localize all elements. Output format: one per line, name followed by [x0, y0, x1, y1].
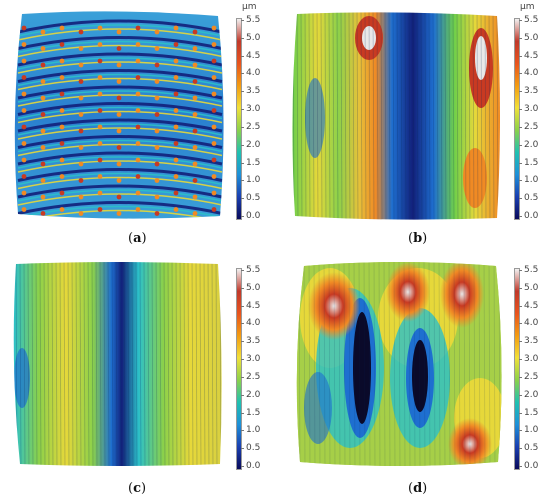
colorbar-tick-label: 2.0	[518, 139, 539, 150]
colorbar-d: µm 5.55.04.54.03.53.02.52.01.51.00.50.0	[514, 266, 538, 471]
scallop-pattern-a	[17, 19, 223, 219]
colorbar-tick-label: 2.5	[240, 121, 261, 132]
colorbar-tick-label: 0.0	[240, 461, 261, 471]
surface-image-c	[13, 262, 222, 466]
caption-a: (a)	[128, 231, 147, 246]
colorbar-tick-label: 3.5	[240, 86, 261, 97]
colorbar-tick-label: 1.5	[518, 157, 539, 168]
caption-b: (b)	[408, 231, 427, 246]
caption-c-open: (	[128, 481, 134, 496]
colorbar-tick-label: 1.0	[518, 425, 539, 436]
colorbar-tick-label: 1.0	[518, 175, 539, 186]
surface-panel-a	[8, 8, 230, 223]
colorbar-tick-label: 1.0	[240, 425, 261, 436]
colorbar-gradient-b	[514, 18, 520, 220]
colorbar-tick-label: 3.0	[518, 104, 539, 115]
colorbar-gradient-c	[236, 268, 242, 470]
colorbar-tick-label: 2.5	[518, 121, 539, 132]
colorbar-tick-label: 4.0	[240, 68, 261, 79]
colorbar-tick-label: 4.5	[240, 50, 261, 61]
colorbar-tick-label: 1.0	[240, 175, 261, 186]
colorbar-gradient-a	[236, 18, 242, 220]
colorbar-tick-label: 0.0	[518, 211, 539, 221]
colorbar-tick-label: 5.5	[518, 265, 539, 275]
colorbar-tick-label: 0.0	[240, 211, 261, 221]
caption-c: (c)	[128, 481, 146, 496]
colorbar-gradient-d	[514, 268, 520, 470]
colorbar-tick-label: 5.5	[240, 265, 261, 275]
colorbar-a: µm 5.5 5.0 4.5 4.0 3.5 3.0 2.5 2.0 1.5 1.0 0.5 0.0	[236, 2, 260, 221]
surface-image-b	[292, 12, 500, 220]
colorbar-tick-label: 1.5	[240, 407, 261, 418]
colorbar-tick-label: 4.5	[518, 300, 539, 311]
colorbar-tick-label: 0.5	[240, 443, 261, 454]
colorbar-tick-label: 1.5	[240, 157, 261, 168]
caption-d-letter: d	[413, 481, 423, 496]
colorbar-tick-label: 3.5	[518, 336, 539, 347]
colorbar-tick-label: 5.5	[240, 15, 261, 25]
colorbar-tick-label: 0.5	[518, 443, 539, 454]
colorbar-tick-label: 4.0	[518, 68, 539, 79]
colorbar-tick-label: 4.0	[240, 318, 261, 329]
colorbar-tick-label: 0.5	[240, 193, 261, 204]
colorbar-tick-label: 4.5	[240, 300, 261, 311]
colorbar-tick-label: 4.5	[518, 50, 539, 61]
colorbar-tick-label: 3.0	[240, 104, 261, 115]
surface-image-a	[14, 11, 224, 219]
colorbar-tick-label: 2.0	[518, 389, 539, 400]
caption-b-open: (	[408, 231, 414, 246]
surface-panel-c	[8, 258, 230, 470]
colorbar-tick-label: 0.5	[518, 193, 539, 204]
machining-grooves-b	[292, 12, 499, 220]
caption-b-close: )	[422, 231, 428, 246]
colorbar-tick-label: 3.0	[240, 354, 261, 365]
surface-panel-d	[290, 258, 508, 470]
colorbar-tick-label: 2.5	[518, 371, 539, 382]
machining-grooves-c	[15, 262, 222, 466]
caption-c-letter: c	[133, 481, 141, 496]
colorbar-tick-label: 1.5	[518, 407, 539, 418]
colorbar-tick-label: 5.0	[518, 32, 539, 43]
colorbar-tick-label: 2.0	[240, 389, 261, 400]
surface-panel-b	[285, 8, 507, 223]
machining-grooves-d	[298, 262, 501, 466]
colorbar-tick-label: 3.5	[518, 86, 539, 97]
caption-a-close: )	[141, 231, 147, 246]
colorbar-tick-label: 5.0	[240, 282, 261, 293]
caption-a-open: (	[128, 231, 134, 246]
colorbar-tick-label: 0.0	[518, 461, 539, 471]
colorbar-tick-label: 2.5	[240, 371, 261, 382]
colorbar-tick-label: 3.0	[518, 354, 539, 365]
colorbar-tick-label: 4.0	[518, 318, 539, 329]
colorbar-c: µm 5.55.04.54.03.53.02.52.01.51.00.50.0	[236, 266, 260, 471]
surface-image-d	[296, 262, 502, 466]
caption-b-letter: b	[413, 231, 423, 246]
caption-d-close: )	[422, 481, 428, 496]
colorbar-tick-label: 3.5	[240, 336, 261, 347]
caption-c-close: )	[141, 481, 147, 496]
caption-a-letter: a	[133, 231, 142, 246]
colorbar-unit-b: µm	[520, 2, 535, 12]
colorbar-tick-label: 5.5	[518, 15, 539, 25]
caption-d-open: (	[408, 481, 414, 496]
colorbar-tick-label: 2.0	[240, 139, 261, 150]
colorbar-b: µm 5.5 5.0 4.5 4.0 3.5 3.0 2.5 2.0 1.5 1.0 0.5 0.0	[514, 2, 538, 221]
caption-d: (d)	[408, 481, 427, 496]
colorbar-tick-label: 5.0	[518, 282, 539, 293]
colorbar-unit-a: µm	[242, 2, 257, 12]
colorbar-tick-label: 5.0	[240, 32, 261, 43]
